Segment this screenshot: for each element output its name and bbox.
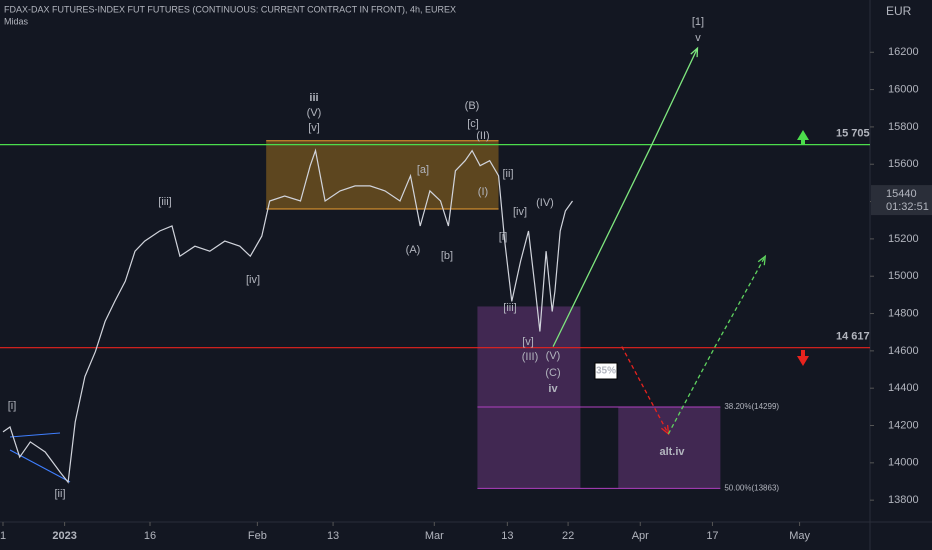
wave-label: (II) <box>476 130 489 142</box>
wedge-line <box>9 432 61 438</box>
y-tick-label: 15200 <box>888 233 919 245</box>
projection <box>552 47 699 347</box>
wave-label: [i] <box>8 400 17 412</box>
y-tick-label: 14600 <box>888 345 919 357</box>
wave-label: [iii] <box>503 302 516 314</box>
y-tick-label: 14000 <box>888 457 919 469</box>
wave-label: (A) <box>406 244 421 256</box>
wave-label: [b] <box>441 250 453 262</box>
wave-label: (C) <box>545 367 560 379</box>
y-tick-label: 16000 <box>888 83 919 95</box>
x-tick-label: 2023 <box>52 530 76 542</box>
y-tick-label: 15000 <box>888 270 919 282</box>
wedge-line <box>9 449 71 483</box>
x-tick-label: Feb <box>248 530 267 542</box>
x-tick-label: 13 <box>501 530 513 542</box>
x-tick-label: 13 <box>327 530 339 542</box>
wave-label: iv <box>548 383 558 395</box>
x-tick-label: 1 <box>0 530 6 542</box>
wave-label: (III) <box>522 351 539 363</box>
x-tick-label: 22 <box>562 530 574 542</box>
wave-label: [a] <box>417 164 429 176</box>
y-tick-label: 14400 <box>888 382 919 394</box>
x-tick-label: 16 <box>144 530 156 542</box>
zone <box>618 407 721 489</box>
up-arrow <box>797 130 809 145</box>
countdown: 01:32:51 <box>886 201 929 213</box>
y-tick-label: 16200 <box>888 46 919 58</box>
x-tick-label: Mar <box>425 530 444 542</box>
x-tick-label: 17 <box>706 530 718 542</box>
level-label: 14 617 <box>836 331 870 343</box>
y-tick-label: 15800 <box>888 121 919 133</box>
wave-label: [iv] <box>513 206 527 218</box>
y-tick-label: 13800 <box>888 494 919 506</box>
y-tick-label: 15600 <box>888 158 919 170</box>
wave-label: alt.iv <box>659 446 685 458</box>
wave-label: [v] <box>308 122 320 134</box>
chart-subtitle: Midas <box>4 16 29 26</box>
down-arrow <box>797 350 809 366</box>
wave-label: [iv] <box>246 274 260 286</box>
price-tag-value: 15440 <box>886 188 917 200</box>
wave-label: v <box>695 32 701 44</box>
zone <box>266 140 499 210</box>
fib-label: 50.00%(13863) <box>724 484 779 493</box>
wave-label: [v] <box>522 336 534 348</box>
wave-label: [c] <box>467 118 479 130</box>
wave-label: (B) <box>465 100 480 112</box>
x-tick-label: Apr <box>632 530 649 542</box>
wave-label: iii <box>309 92 318 104</box>
y-tick-label: 14800 <box>888 307 919 319</box>
y-axis-label: EUR <box>886 4 912 18</box>
price-tag <box>871 185 932 216</box>
wave-label: (I) <box>478 186 488 198</box>
level-label: 15 705 <box>836 128 870 140</box>
badge: 35% <box>596 366 616 377</box>
fib-label: 38.20%(14299) <box>724 402 779 411</box>
x-tick-label: May <box>789 530 810 542</box>
projection <box>621 346 669 435</box>
wave-label: [ii] <box>503 168 514 180</box>
wave-label: (V) <box>546 350 561 362</box>
projection <box>667 255 766 435</box>
wave-label: (V) <box>307 107 322 119</box>
arrow-head <box>757 254 767 266</box>
wave-label: [ii] <box>55 488 66 500</box>
y-tick-label: 14200 <box>888 419 919 431</box>
zone <box>477 306 581 489</box>
wave-label: (IV) <box>536 197 554 209</box>
arrow-head <box>690 46 699 58</box>
badge-box <box>594 362 618 380</box>
wave-label: [1] <box>692 16 704 28</box>
price-line <box>2 148 573 484</box>
wave-label: [iii] <box>158 196 171 208</box>
chart-title: FDAX-DAX FUTURES-INDEX FUT FUTURES (CONT… <box>4 4 456 14</box>
wave-label: [i] <box>499 231 508 243</box>
